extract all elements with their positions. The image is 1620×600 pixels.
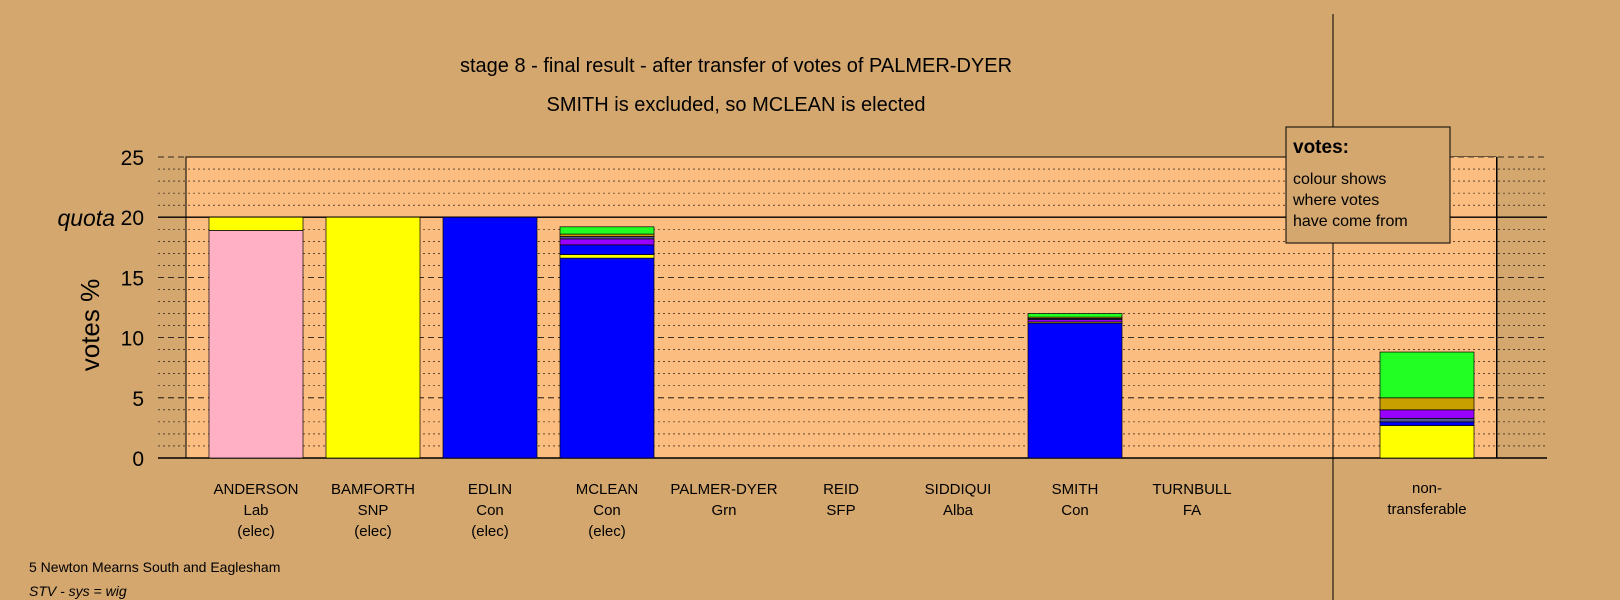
bar-segment-nontransferable-sfp (1379, 417, 1475, 423)
y-axis-label: votes % (75, 279, 105, 372)
category-label-turnbull: FA (1183, 502, 1201, 519)
category-label-reid: REID (823, 481, 859, 498)
bars-group (208, 216, 1475, 459)
legend-title: votes: (1293, 137, 1349, 158)
category-label-anderson: (elec) (237, 523, 275, 540)
y-tick-label: 0 (132, 448, 144, 471)
ward-name: 5 Newton Mearns South and Eaglesham (29, 559, 280, 575)
bar-segment-nontransferable-fa (1379, 397, 1475, 411)
bar-segment-anderson-snp (208, 216, 304, 231)
bar-segment-nontransferable-con (1379, 421, 1475, 426)
category-label-siddiqui: Alba (943, 502, 974, 519)
bar-segment-mclean-snp (559, 254, 655, 259)
category-label-mclean: Con (593, 502, 621, 519)
bar-segment-mclean-fa (559, 233, 655, 237)
category-labels: ANDERSON Lab (elec) BAMFORTH SNP (elec) EDLIN C… (213, 480, 1466, 540)
bar-segment-nontransferable-alba (1379, 409, 1475, 419)
bar-segment-smith-con (1027, 322, 1123, 459)
category-label-edlin: (elec) (471, 523, 509, 540)
category-label-anderson: ANDERSON (213, 481, 298, 498)
category-label-bamforth: BAMFORTH (331, 481, 415, 498)
bar-segment-anderson-lab (208, 230, 304, 459)
category-label-nontransferable: transferable (1387, 501, 1466, 518)
legend-line-2: where votes (1292, 192, 1379, 209)
y-tick-label: 20 (121, 207, 144, 230)
category-label-smith: SMITH (1052, 481, 1099, 498)
y-tick-label: 10 (121, 328, 144, 351)
legend-line-1: colour shows (1293, 171, 1386, 188)
bar-segment-bamforth-snp (325, 216, 421, 459)
bar-segment-mclean-alba (559, 238, 655, 246)
left-margin-strip (158, 157, 186, 458)
category-label-bamforth: SNP (358, 502, 389, 519)
bar-segment-smith-alba (1027, 319, 1123, 323)
y-axis-ticks: 0 5 10 15 20 25 (121, 147, 144, 471)
category-label-edlin: Con (476, 502, 504, 519)
category-label-nontransferable: non- (1412, 480, 1442, 497)
quota-label: quota (57, 205, 115, 231)
category-label-mclean: (elec) (588, 523, 626, 540)
y-tick-label: 25 (121, 147, 144, 170)
category-label-reid: SFP (826, 502, 855, 519)
bar-segment-nontransferable-grn (1379, 351, 1475, 399)
category-label-turnbull: TURNBULL (1152, 481, 1231, 498)
category-label-palmer-dyer: Grn (711, 502, 736, 519)
bar-segment-nontransferable-snp (1379, 425, 1475, 459)
category-label-mclean: MCLEAN (576, 481, 639, 498)
bar-segment-mclean-con (559, 244, 655, 255)
bar-segment-mclean-sfp (559, 236, 655, 240)
y-tick-label: 5 (132, 388, 144, 411)
bar-segment-mclean-con (559, 257, 655, 459)
y-tick-label: 15 (121, 267, 144, 290)
legend: votes: colour shows where votes have com… (1285, 126, 1451, 244)
bar-segment-mclean-grn (559, 226, 655, 235)
category-label-anderson: Lab (243, 502, 268, 519)
category-label-smith: Con (1061, 502, 1089, 519)
category-label-bamforth: (elec) (354, 523, 392, 540)
legend-box (1285, 126, 1451, 244)
right-margin-strip (1497, 157, 1547, 458)
category-label-palmer-dyer: PALMER-DYER (670, 481, 777, 498)
category-label-siddiqui: SIDDIQUI (925, 481, 992, 498)
legend-line-3: have come from (1293, 213, 1408, 230)
bar-segment-smith-grn (1027, 313, 1123, 318)
chart-subtitle: SMITH is excluded, so MCLEAN is elected (546, 94, 925, 116)
chart-title: stage 8 - final result - after transfer … (460, 55, 1012, 77)
system-label: STV - sys = wig (29, 583, 127, 599)
category-label-edlin: EDLIN (468, 481, 512, 498)
bar-segment-edlin-con (442, 216, 538, 459)
